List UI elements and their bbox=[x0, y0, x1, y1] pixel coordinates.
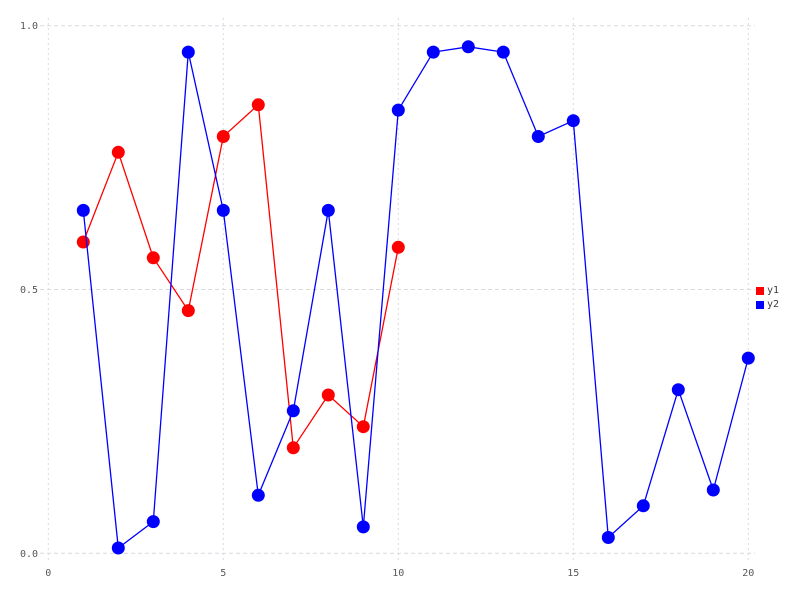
series-y2-point bbox=[636, 499, 650, 513]
series-y1-point bbox=[146, 251, 160, 265]
series-y2-point bbox=[531, 130, 545, 143]
series-y2-point bbox=[76, 203, 90, 217]
legend-item-y1: y1 bbox=[756, 285, 779, 296]
legend: y1 y2 bbox=[756, 285, 779, 310]
series-y2-point bbox=[356, 520, 370, 534]
series-y2-point bbox=[251, 488, 265, 502]
legend-swatch-y2-icon bbox=[756, 300, 764, 309]
series-y2-point bbox=[601, 531, 615, 544]
legend-swatch-y1-icon bbox=[756, 286, 764, 295]
legend-label-y2: y2 bbox=[767, 299, 780, 310]
y-tick-label: 0.0 bbox=[20, 549, 38, 560]
series-y1-line bbox=[82, 104, 399, 449]
series-y2-point bbox=[461, 40, 475, 54]
series-y1-point bbox=[356, 420, 370, 434]
series-y1-point bbox=[321, 388, 335, 402]
series-y2-line bbox=[82, 46, 749, 549]
x-tick-label: 20 bbox=[742, 568, 754, 579]
x-tick-label: 5 bbox=[220, 568, 226, 579]
y-tick-label: 0.5 bbox=[20, 285, 38, 296]
y-tick-label: 1.0 bbox=[20, 21, 38, 32]
series-y1-point bbox=[111, 145, 125, 159]
series-y2-point bbox=[741, 351, 755, 365]
series-y1-point bbox=[391, 240, 405, 254]
series-y1-point bbox=[286, 441, 300, 455]
series-y2-point bbox=[321, 203, 335, 217]
series-y1-point bbox=[251, 98, 265, 112]
x-tick-label: 0 bbox=[45, 568, 51, 579]
series-y2-point bbox=[566, 114, 580, 128]
series-y2-point bbox=[181, 45, 195, 59]
series-y2-point bbox=[111, 541, 125, 555]
series-y2-point bbox=[146, 515, 160, 529]
series-y2-point bbox=[426, 45, 440, 59]
series-y1-point bbox=[76, 235, 90, 249]
series-y1-point bbox=[216, 130, 230, 143]
series-y2-point bbox=[391, 103, 405, 117]
legend-label-y1: y1 bbox=[767, 285, 780, 296]
legend-item-y2: y2 bbox=[756, 299, 779, 310]
series-y2-point bbox=[496, 45, 510, 59]
series-y2-point bbox=[216, 203, 230, 217]
series-y2-point bbox=[286, 404, 300, 418]
x-tick-label: 15 bbox=[567, 568, 579, 579]
series-y2-point bbox=[706, 483, 720, 497]
series-y1-point bbox=[181, 304, 195, 318]
series-y2-point bbox=[671, 383, 685, 397]
x-tick-label: 10 bbox=[392, 568, 404, 579]
